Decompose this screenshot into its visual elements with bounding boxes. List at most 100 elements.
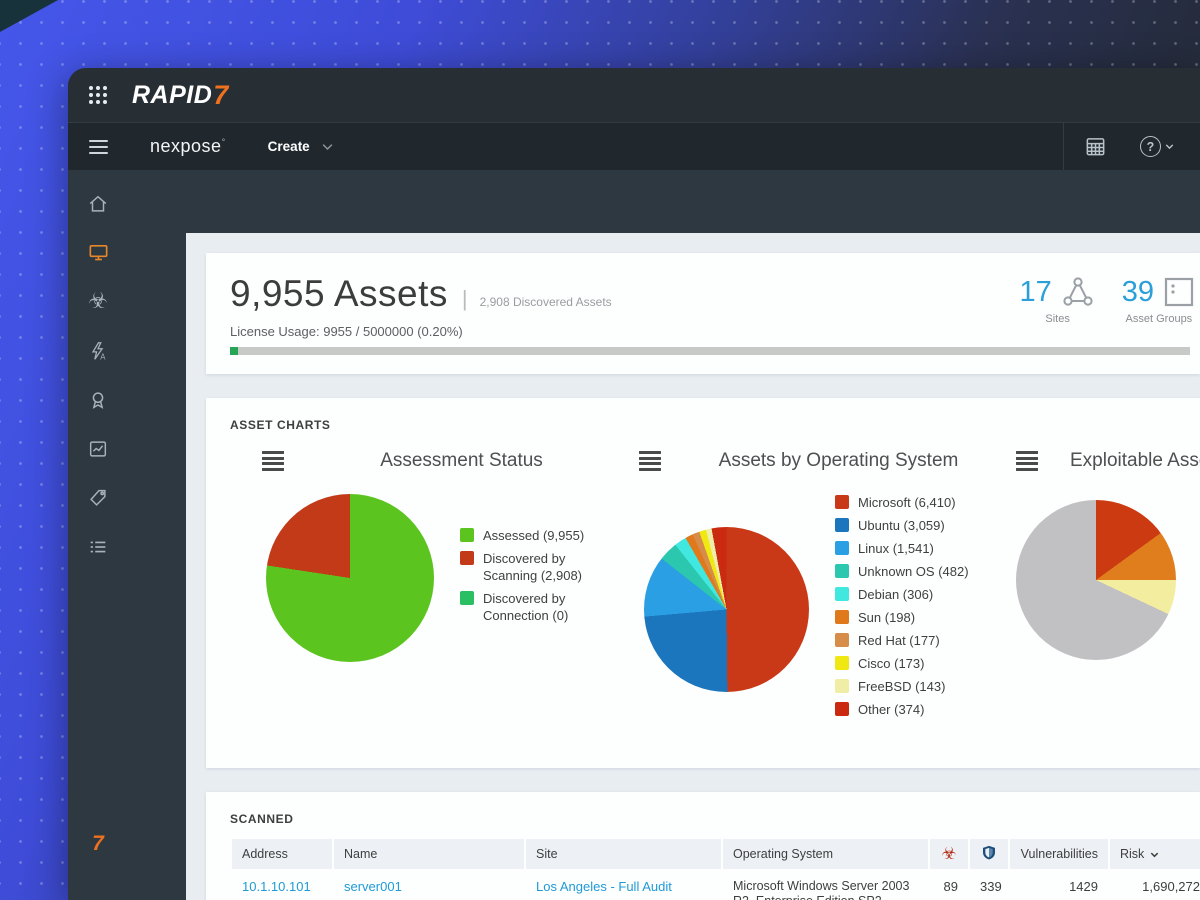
sidebar-item-policies[interactable] <box>68 375 128 424</box>
rapid7-logo: RAPID 7 <box>132 80 229 111</box>
chart-menu-icon[interactable] <box>262 451 284 471</box>
brand-accent-seven: 7 <box>213 79 229 110</box>
legend-label: Ubuntu (3,059) <box>858 518 945 533</box>
legend-item: Discovered by Scanning (2,908) <box>460 550 618 584</box>
sidebar-item-home[interactable] <box>68 179 128 228</box>
legend-item: Linux (1,541) <box>835 540 969 557</box>
asset-site-link[interactable]: Los Angeles - Full Audit <box>536 879 672 894</box>
calendar-icon[interactable] <box>1064 123 1126 170</box>
asset-risk-value: 1,690,272 <box>1142 879 1200 894</box>
sites-count: 17 <box>1019 275 1052 308</box>
app-header: RAPID 7 <box>68 68 1200 122</box>
legend-label: Sun (198) <box>858 610 916 625</box>
license-usage-progress-bar <box>230 347 1190 355</box>
chart-assessment-status: Assessment Status Assessed (9,955) Discov… <box>262 442 639 724</box>
asset-name-link[interactable]: server001 <box>344 879 402 894</box>
column-header-address[interactable]: Address <box>232 839 332 869</box>
help-icon: ? <box>1140 136 1161 157</box>
app-launcher-grid-icon[interactable] <box>68 86 128 104</box>
administration-list-icon <box>90 541 106 552</box>
assets-monitor-icon <box>89 244 107 261</box>
chart-menu-icon[interactable] <box>639 451 661 471</box>
legend-item: Ubuntu (3,059) <box>835 517 969 534</box>
sidebar-item-reports[interactable] <box>68 424 128 473</box>
page-title-assets-count: 9,955 Assets <box>230 273 448 314</box>
chevron-down-icon <box>322 144 333 151</box>
toolbar-divider <box>1063 123 1064 170</box>
legend-item: Discovered by Connection (0) <box>460 590 618 624</box>
column-header-biohazard[interactable] <box>930 839 968 869</box>
sidebar-toggle-hamburger-icon[interactable] <box>68 139 128 154</box>
assets-summary-card: 9,955 Assets | 2,908 Discovered Assets L… <box>206 253 1200 374</box>
legend-swatch <box>835 679 849 693</box>
column-header-site[interactable]: Site <box>526 839 721 869</box>
product-logo: nexpose° <box>150 136 226 156</box>
trademark-mark: ° <box>221 137 226 147</box>
sites-network-icon <box>1063 277 1093 306</box>
asset-biohazard-count: 89 <box>943 879 958 894</box>
assessment-status-pie <box>266 494 434 662</box>
legend-label: FreeBSD (143) <box>858 679 946 694</box>
vulnerabilities-biohazard-icon <box>88 290 108 313</box>
biohazard-icon <box>941 848 956 862</box>
help-menu-button[interactable]: ? <box>1126 123 1200 170</box>
legend-label: Assessed (9,955) <box>483 527 585 543</box>
legend-swatch <box>835 610 849 624</box>
legend-label: Discovered by Scanning (2,908) <box>483 550 583 583</box>
asset-charts-card: ASSET CHARTS Assessment Status Assessed … <box>206 398 1200 768</box>
asset-vulnerabilities-count: 1429 <box>1069 879 1098 894</box>
home-icon <box>89 195 107 212</box>
sidebar-item-administration[interactable] <box>68 522 128 571</box>
column-header-os[interactable]: Operating System <box>723 839 928 869</box>
legend-item: FreeBSD (143) <box>835 678 969 695</box>
legend-item: Debian (306) <box>835 586 969 603</box>
scanned-assets-card: SCANNED Address Name Site Operating Syst… <box>206 792 1200 900</box>
chart-menu-icon[interactable] <box>1016 451 1038 471</box>
legend-swatch <box>835 518 849 532</box>
chart-assets-by-os: Assets by Operating System Microsoft (6,… <box>639 442 1016 724</box>
exploits-lightning-icon: A <box>91 341 106 361</box>
chevron-down-icon <box>1165 144 1174 150</box>
scanned-assets-table: Address Name Site Operating System <box>230 839 1200 900</box>
legend-swatch <box>835 541 849 555</box>
create-menu-button[interactable]: Create <box>268 139 335 154</box>
tags-icon <box>90 489 106 506</box>
assets-by-os-pie <box>644 526 809 692</box>
legend-item: Red Hat (177) <box>835 632 969 649</box>
legend-item: Unknown OS (482) <box>835 563 969 580</box>
legend-swatch <box>835 495 849 509</box>
column-header-vulnerabilities[interactable]: Vulnerabilities <box>1010 839 1108 869</box>
legend-item: Microsoft (6,410) <box>835 494 969 511</box>
sidebar-item-exploits[interactable]: A <box>68 326 128 375</box>
legend-item: Assessed (9,955) <box>460 527 618 544</box>
stat-sites[interactable]: 17 Sites <box>1019 275 1095 325</box>
window-body: A <box>68 171 1200 900</box>
stat-asset-groups[interactable]: 39 Asset Groups <box>1122 275 1196 325</box>
license-usage-progress-fill <box>230 347 238 355</box>
legend-swatch <box>460 527 474 542</box>
asset-address-link[interactable]: 10.1.10.101 <box>242 879 311 894</box>
brand-text: RAPID <box>132 80 213 109</box>
table-row: 10.1.10.101 server001 Los Angeles - Full… <box>232 869 1200 900</box>
column-header-malware[interactable] <box>970 839 1008 869</box>
create-label: Create <box>267 139 310 154</box>
discovered-assets-subtitle: 2,908 Discovered Assets <box>479 295 612 309</box>
sidebar-item-tags[interactable] <box>68 473 128 522</box>
chart-title: Exploitable Assets <box>1070 450 1200 471</box>
sidebar-nav: A <box>68 171 128 900</box>
sidebar-item-assets[interactable] <box>68 228 128 277</box>
column-header-risk[interactable]: Risk <box>1110 839 1200 869</box>
reports-chart-icon <box>89 440 107 457</box>
product-toolbar: nexpose° Create ? <box>68 122 1200 170</box>
legend-label: Unknown OS (482) <box>858 564 969 579</box>
license-usage-text: License Usage: 9955 / 5000000 (0.20%) <box>230 324 463 339</box>
legend-swatch <box>835 587 849 601</box>
policies-badge-icon <box>92 391 104 409</box>
exploitable-assets-pie <box>1016 500 1176 660</box>
legend-label: Cisco (173) <box>858 656 925 671</box>
content-panel: 9,955 Assets | 2,908 Discovered Assets L… <box>186 233 1200 900</box>
sidebar-item-vulnerabilities[interactable] <box>68 277 128 326</box>
legend-item: Sun (198) <box>835 609 969 626</box>
asset-groups-icon <box>1164 277 1194 307</box>
column-header-name[interactable]: Name <box>334 839 524 869</box>
